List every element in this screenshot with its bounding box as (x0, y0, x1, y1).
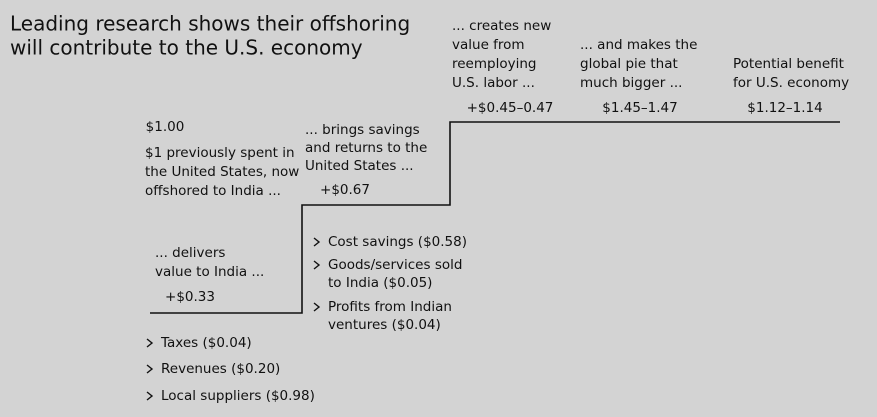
title-line: will contribute to the U.S. economy (10, 36, 363, 60)
reemploy-text: reemploying (452, 56, 536, 72)
step-line (150, 121, 840, 314)
us-text: ... brings savings (305, 122, 420, 138)
reemploy-text: value from (452, 37, 525, 53)
benefit-value: $1.12–1.14 (747, 100, 822, 116)
reemploy-value: +$0.45–0.47 (467, 100, 554, 116)
bullet-chevron (146, 391, 154, 401)
india-text: ... delivers (155, 245, 225, 261)
bullet-text: Profits from Indian (328, 299, 452, 315)
reemploy-text: ... creates new (452, 18, 551, 34)
bullet-text: Local suppliers ($0.98) (161, 388, 315, 404)
us-value: +$0.67 (320, 182, 370, 198)
bullet-text: to India ($0.05) (328, 275, 432, 291)
bullet-text: Taxes ($0.04) (160, 335, 252, 351)
title-line: Leading research shows their offshoring (10, 12, 410, 36)
benefit-text: for U.S. economy (733, 75, 849, 91)
global-text: much bigger ... (580, 75, 682, 91)
bullet-text: ventures ($0.04) (328, 317, 441, 333)
bullet-chevron (146, 364, 154, 374)
india-value: +$0.33 (165, 289, 215, 305)
start-value: $1.00 (146, 119, 185, 135)
bullet-chevron (146, 338, 154, 348)
bullet-chevron (313, 260, 321, 270)
start-text: offshored to India ... (145, 183, 281, 199)
us-text: United States ... (305, 158, 414, 174)
bullet-chevron (313, 237, 321, 247)
global-value: $1.45–1.47 (602, 100, 677, 116)
benefit-text: Potential benefit (733, 56, 844, 72)
us-text: and returns to the (305, 140, 427, 156)
start-text: the United States, now (145, 164, 299, 180)
bullet-chevron (313, 302, 321, 312)
start-text: $1 previously spent in (145, 145, 295, 161)
global-text: global pie that (580, 56, 678, 72)
global-text: ... and makes the (580, 37, 697, 53)
india-text: value to India ... (155, 264, 264, 280)
reemploy-text: U.S. labor ... (452, 75, 535, 91)
bullet-text: Goods/services sold (328, 257, 462, 273)
bullet-text: Cost savings ($0.58) (328, 234, 467, 250)
bullet-text: Revenues ($0.20) (161, 361, 280, 377)
